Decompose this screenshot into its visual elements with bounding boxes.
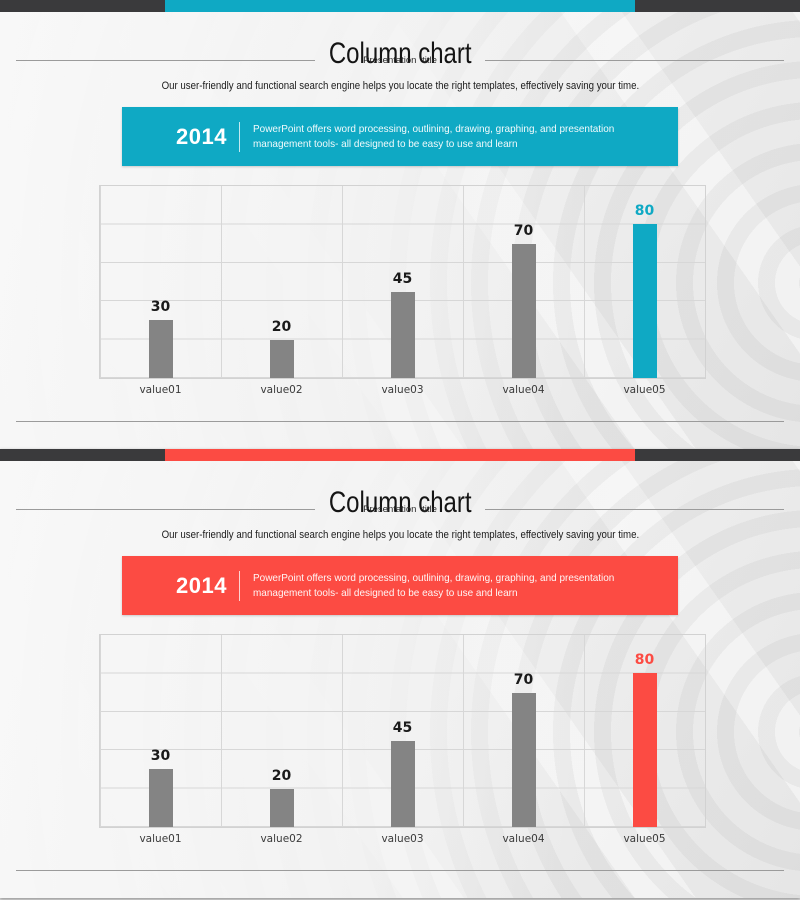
- subtitle-divider-left: [16, 60, 316, 61]
- banner-text: PowerPoint offers word processing, outli…: [253, 571, 615, 599]
- value-label-value03: 45: [392, 270, 413, 287]
- category-label-value03: value03: [381, 384, 424, 396]
- value-label-value01: 30: [150, 299, 171, 316]
- slide-footer-divider: [16, 421, 784, 422]
- topbar-accent-segment: [165, 449, 635, 461]
- slide-title: Column chart: [0, 485, 800, 521]
- topbar-right-dark-segment: [635, 0, 800, 12]
- banner-text: PowerPoint offers word processing, outli…: [253, 122, 615, 150]
- bar-value03: [390, 291, 415, 378]
- value-label-value05: 80: [634, 203, 655, 220]
- column-chart-plot: 30 value01 20 value02 45 value03 70 value04 80 va…: [99, 185, 706, 396]
- topbar-accent-segment: [165, 0, 635, 12]
- bar-value02: [269, 339, 294, 378]
- category-label-value01: value01: [139, 384, 182, 396]
- slide-title: Column chart: [0, 36, 800, 72]
- subtitle-divider-left: [16, 509, 316, 510]
- banner-year: 2014: [176, 572, 227, 598]
- category-label-value05: value05: [623, 833, 666, 845]
- value-label-value04: 70: [513, 222, 534, 239]
- value-label-value02: 20: [271, 318, 292, 335]
- slide-description: Our user-friendly and functional search …: [0, 528, 800, 542]
- slide-title-text: Column chart: [328, 486, 472, 520]
- slide-subtitle: Presentation title: [363, 55, 437, 66]
- year-banner: 2014 PowerPoint offers word processing, …: [122, 107, 678, 166]
- bar-value04: [511, 692, 536, 827]
- subtitle-divider-right: [484, 60, 785, 61]
- banner-divider: [239, 121, 240, 152]
- category-label-value02: value02: [260, 833, 303, 845]
- subtitle-row: Presentation title: [16, 54, 785, 67]
- value-label-value02: 20: [271, 767, 292, 784]
- slide-footer-divider: [16, 870, 784, 871]
- bar-value02: [269, 788, 294, 827]
- category-label-value02: value02: [260, 384, 303, 396]
- category-label-value01: value01: [139, 833, 182, 845]
- subtitle-divider-right: [484, 509, 785, 510]
- slide-subtitle: Presentation title: [363, 504, 437, 515]
- bar-value05: [632, 224, 657, 378]
- slide-description: Our user-friendly and functional search …: [0, 79, 800, 93]
- topbar-right-dark-segment: [635, 449, 800, 461]
- value-label-value03: 45: [392, 719, 413, 736]
- value-label-value04: 70: [513, 671, 534, 688]
- value-label-value05: 80: [634, 652, 655, 669]
- category-label-value04: value04: [502, 833, 545, 845]
- bar-value01: [148, 320, 173, 378]
- topbar-left-dark-segment: [0, 449, 165, 461]
- category-label-value03: value03: [381, 833, 424, 845]
- top-accent-bar: [0, 0, 800, 12]
- category-label-value04: value04: [502, 384, 545, 396]
- category-label-value05: value05: [623, 384, 666, 396]
- banner-divider: [239, 570, 240, 601]
- bar-value03: [390, 740, 415, 827]
- value-label-value01: 30: [150, 748, 171, 765]
- bar-value05: [632, 673, 657, 827]
- banner-year: 2014: [176, 123, 227, 149]
- subtitle-row: Presentation title: [16, 503, 785, 516]
- slide-title-text: Column chart: [328, 37, 472, 71]
- slide-teal: Column chart Presentation title Our user…: [0, 0, 800, 449]
- bar-value01: [148, 769, 173, 827]
- column-chart-plot: 30 value01 20 value02 45 value03 70 value04 80 va…: [99, 634, 706, 845]
- slide-red: Column chart Presentation title Our user…: [0, 449, 800, 898]
- slide-description-text: Our user-friendly and functional search …: [161, 80, 639, 92]
- slide-description-text: Our user-friendly and functional search …: [161, 529, 639, 541]
- top-accent-bar: [0, 449, 800, 461]
- topbar-left-dark-segment: [0, 0, 165, 12]
- bar-value04: [511, 243, 536, 378]
- year-banner: 2014 PowerPoint offers word processing, …: [122, 556, 678, 615]
